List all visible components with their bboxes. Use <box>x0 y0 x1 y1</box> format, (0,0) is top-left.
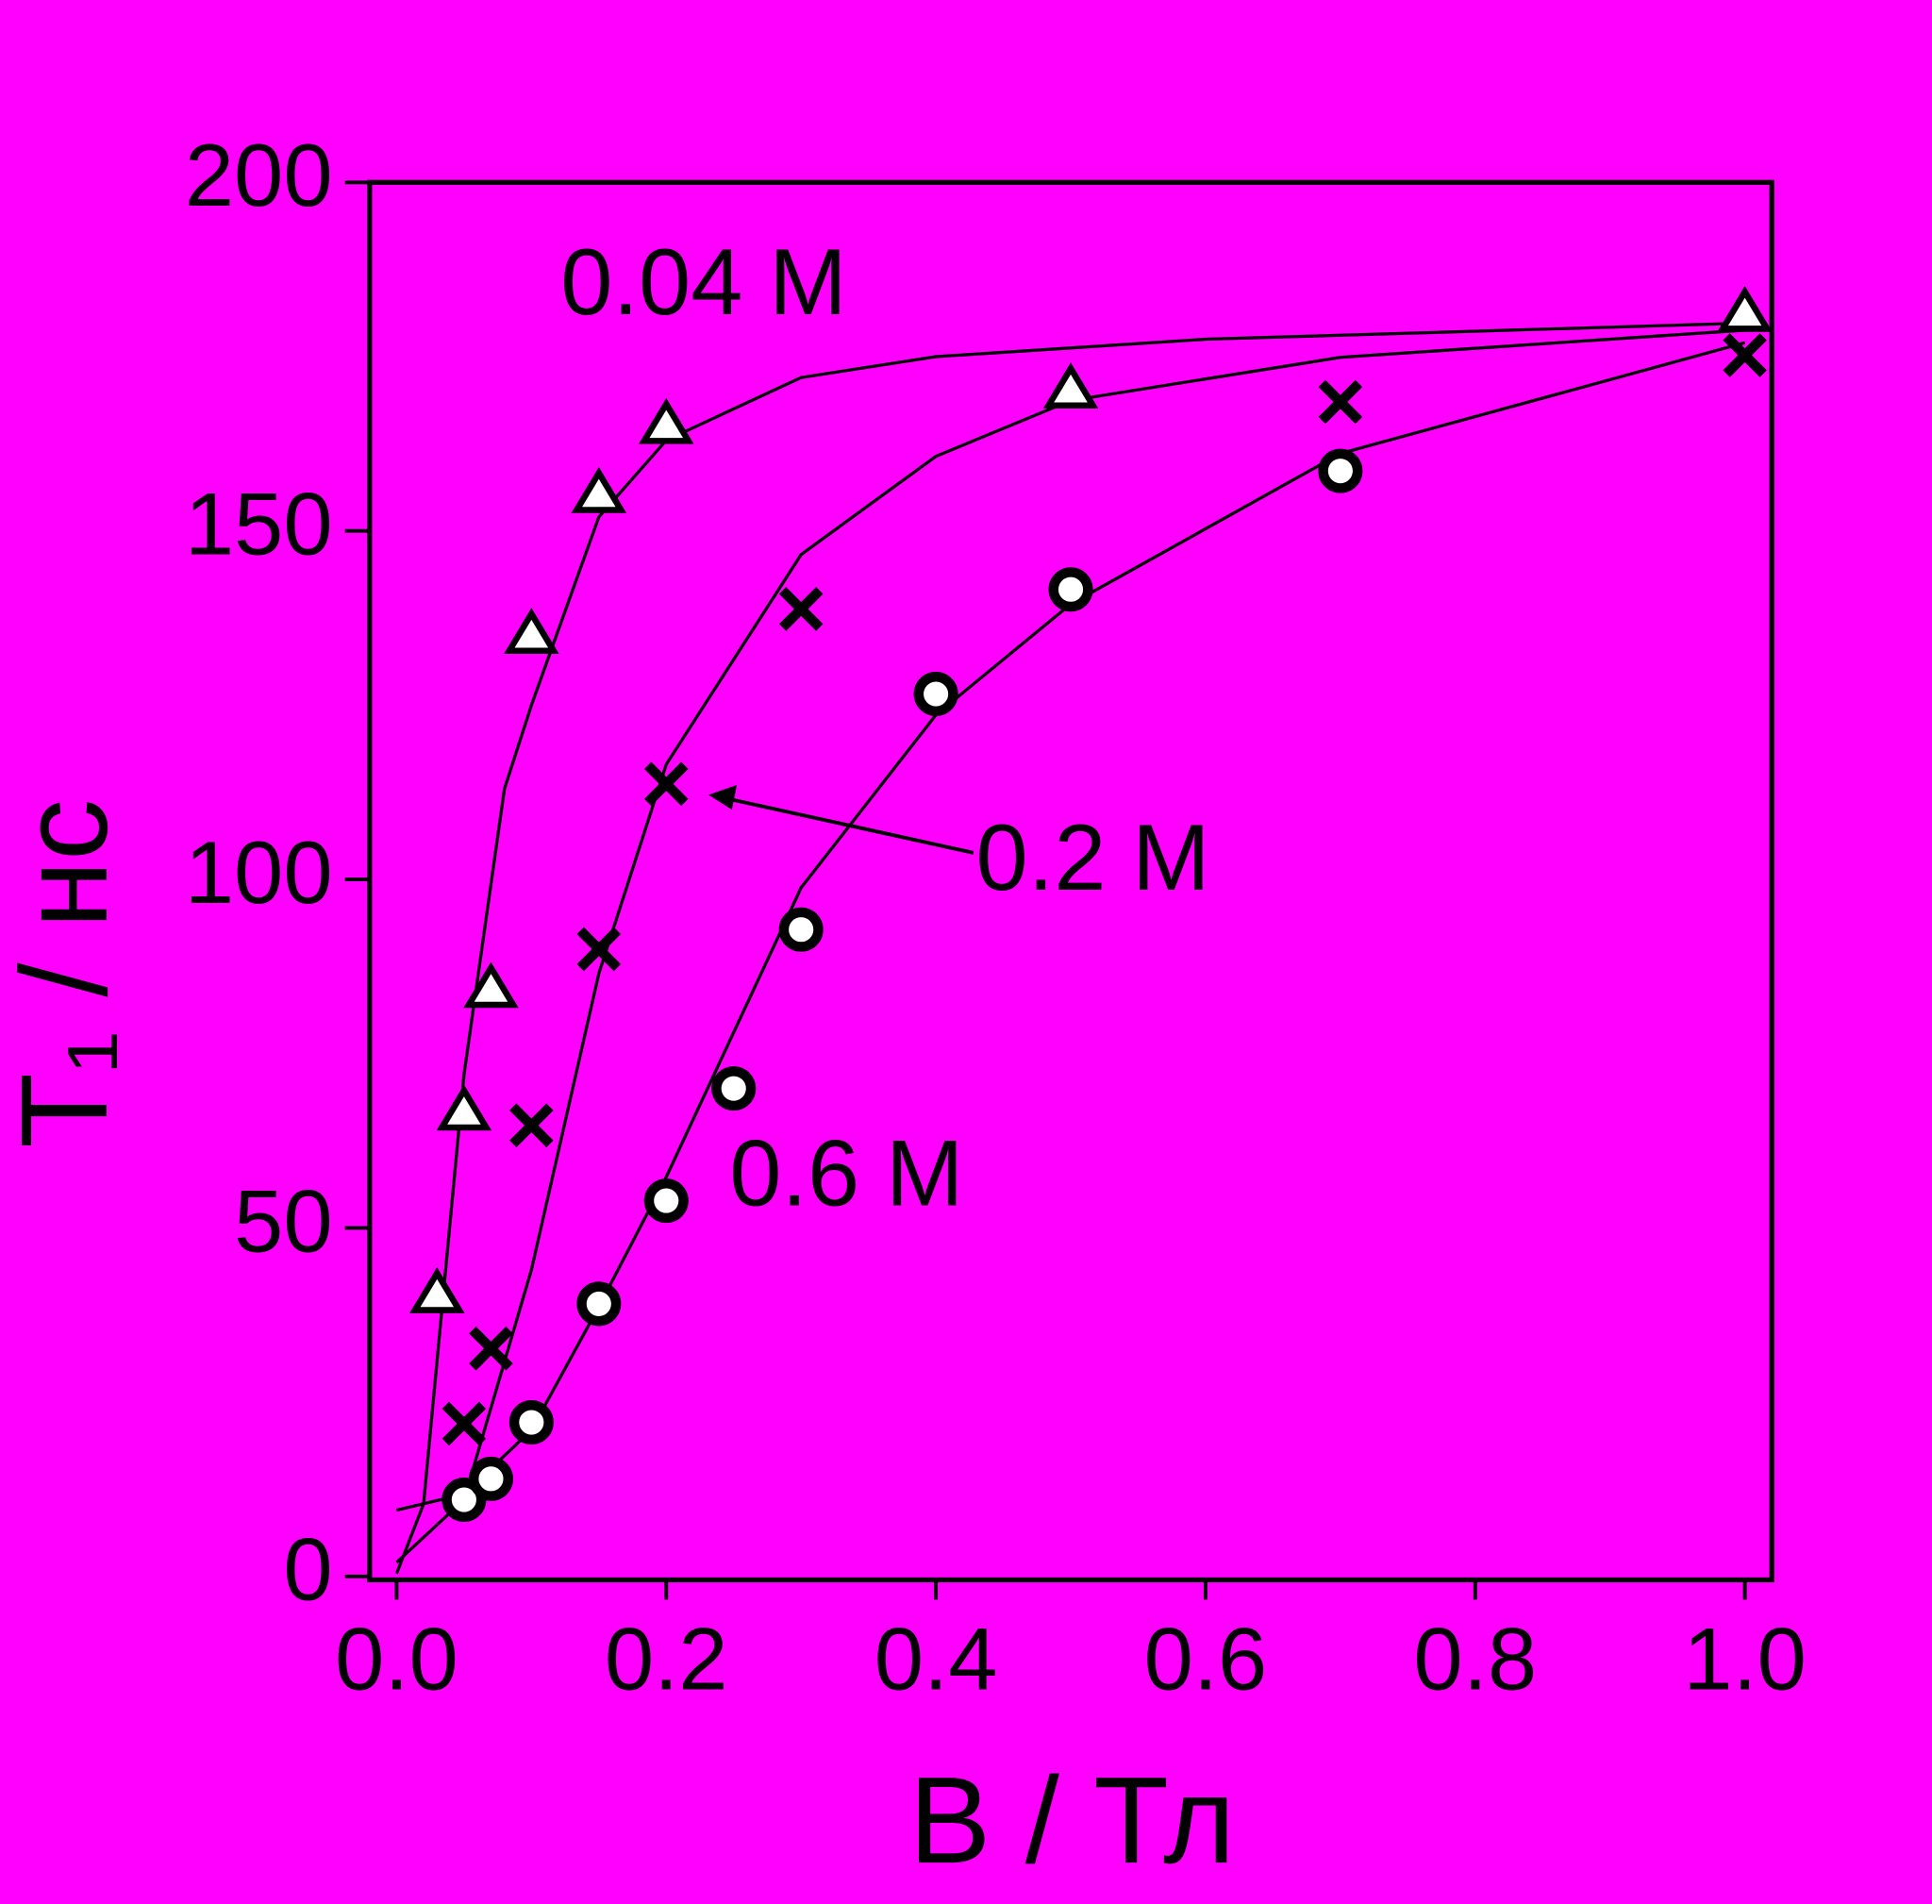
x-tick-label: 1.0 <box>1683 1610 1807 1709</box>
series-label: 0.04 M <box>560 230 846 335</box>
cross-point <box>778 587 824 631</box>
circle-point <box>643 1178 689 1224</box>
x-axis-label: B / Тл <box>908 1751 1235 1889</box>
y-tick-label: 150 <box>185 475 333 574</box>
y-tick-label: 100 <box>185 823 333 922</box>
x-tick-label: 0.2 <box>605 1610 728 1709</box>
circle-point <box>778 907 824 952</box>
triangle-point <box>436 1084 492 1131</box>
cross-point <box>1318 379 1363 425</box>
triangle-point <box>638 397 694 444</box>
y-tick-label: 50 <box>234 1171 333 1270</box>
y-tick-label: 0 <box>283 1520 332 1619</box>
triangle-point <box>1042 362 1099 409</box>
cross-point <box>469 1326 513 1371</box>
triangle-point <box>504 608 559 655</box>
circle-point <box>508 1400 554 1445</box>
circle-point <box>1318 448 1363 493</box>
circle-point <box>711 1066 757 1111</box>
fit-curve <box>394 321 1745 1575</box>
series-label: 0.2 M <box>975 806 1209 910</box>
x-tick-label: 0.4 <box>874 1610 998 1709</box>
cross-point <box>441 1401 487 1446</box>
y-axis-label: T₁ / нс <box>0 799 133 1148</box>
fit-curve <box>395 328 1745 1564</box>
x-tick-label: 0.6 <box>1144 1610 1268 1709</box>
arrow-head <box>708 785 738 810</box>
triangle-point <box>463 961 519 1009</box>
circle-point <box>913 672 958 717</box>
series-label: 0.6 M <box>729 1122 963 1227</box>
cross-point <box>643 761 689 807</box>
x-tick-label: 0.8 <box>1413 1610 1537 1709</box>
x-tick-label: 0.0 <box>335 1610 458 1709</box>
y-tick-label: 200 <box>185 125 333 225</box>
circle-point <box>1048 567 1093 612</box>
triangle-point <box>571 466 627 513</box>
cross-point <box>509 1103 554 1148</box>
cross-point <box>1723 333 1767 377</box>
triangle-point <box>409 1267 465 1313</box>
cross-point <box>576 927 622 972</box>
circle-point <box>576 1281 622 1327</box>
triangle-point <box>1717 285 1773 332</box>
circle-point <box>468 1456 513 1501</box>
